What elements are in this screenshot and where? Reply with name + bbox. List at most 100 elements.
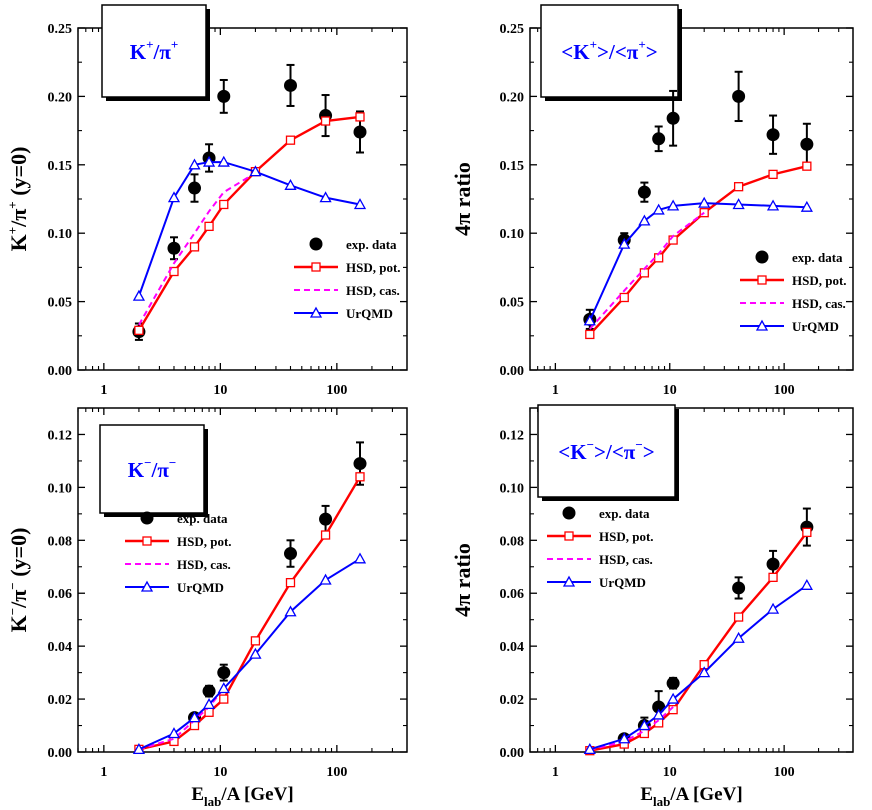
data-marker bbox=[320, 116, 331, 126]
y-axis-label-text: 4π ratio bbox=[450, 162, 475, 236]
x-tick-label: 10 bbox=[663, 765, 677, 780]
data-marker bbox=[768, 169, 778, 180]
data-marker bbox=[802, 527, 812, 538]
panel-title: K−/π− bbox=[128, 455, 177, 482]
y-tick-label: 0.25 bbox=[500, 22, 525, 37]
x-axis-label-rest: /A [GeV] bbox=[220, 784, 293, 805]
panel-title-sup: + bbox=[146, 37, 153, 52]
panel-title-main: K bbox=[128, 458, 145, 482]
panel-title-sup2: − bbox=[635, 437, 642, 452]
data-marker bbox=[355, 112, 365, 122]
data-point bbox=[766, 128, 780, 142]
data-marker bbox=[802, 161, 812, 171]
plot-frame bbox=[77, 407, 408, 753]
data-marker bbox=[202, 155, 216, 167]
series-line bbox=[138, 687, 225, 751]
data-marker bbox=[219, 694, 229, 704]
y-tick-label: 0.08 bbox=[500, 534, 525, 549]
y-tick-label: 0.12 bbox=[500, 428, 525, 443]
panel-title-main: <K bbox=[561, 40, 590, 64]
data-point bbox=[353, 457, 367, 471]
data-marker bbox=[583, 314, 596, 326]
y-axis-label-sup: + bbox=[5, 227, 20, 234]
data-marker bbox=[284, 178, 297, 190]
legend-label: UrQMD bbox=[792, 319, 839, 334]
y-tick-label: 0.10 bbox=[500, 227, 525, 242]
x-axis-label-main: E bbox=[640, 784, 653, 805]
series-exp-data bbox=[188, 441, 367, 725]
data-marker bbox=[167, 727, 181, 739]
data-point bbox=[652, 132, 666, 146]
legend-label: HSD, pot. bbox=[346, 260, 401, 275]
data-marker bbox=[249, 647, 262, 659]
x-tick-label: 100 bbox=[774, 383, 795, 398]
legend-label: HSD, pot. bbox=[599, 529, 654, 544]
data-marker bbox=[652, 203, 665, 215]
y-tick-label: 0.20 bbox=[48, 90, 73, 105]
series-hsd-pot- bbox=[585, 161, 812, 340]
legend-label: exp. data bbox=[346, 237, 397, 252]
data-marker bbox=[800, 578, 813, 590]
y-axis-label-mid: /π bbox=[6, 209, 31, 228]
data-marker bbox=[250, 636, 261, 646]
data-marker bbox=[619, 292, 629, 303]
data-marker bbox=[667, 199, 680, 211]
data-marker bbox=[698, 196, 711, 208]
x-axis-label: Elab/A [GeV] bbox=[191, 784, 293, 809]
data-marker bbox=[134, 325, 144, 335]
y-axis-label: 4π ratio bbox=[450, 162, 475, 236]
x-tick-label: 10 bbox=[213, 383, 227, 398]
y-tick-label: 0.15 bbox=[48, 159, 73, 174]
legend-label: exp. data bbox=[177, 511, 228, 526]
y-tick-label: 0.00 bbox=[500, 364, 525, 379]
data-point bbox=[188, 181, 202, 195]
data-marker bbox=[583, 743, 596, 755]
legend-label: HSD, cas. bbox=[792, 296, 846, 311]
y-tick-label: 0.20 bbox=[500, 90, 525, 105]
legend-marker bbox=[311, 262, 321, 272]
data-marker bbox=[353, 552, 367, 564]
panel-title: <K−>/<π−> bbox=[558, 437, 654, 464]
panel-title: K+/π+ bbox=[130, 37, 179, 64]
y-tick-label: 0.02 bbox=[48, 693, 73, 708]
legend-marker bbox=[757, 275, 767, 285]
panel-title-sup2: + bbox=[638, 37, 645, 52]
y-tick-label: 0.05 bbox=[48, 296, 73, 311]
data-marker bbox=[204, 221, 214, 232]
chart-panel-3: 0.00 0.02 0.04 0.06 0.08 0.10 0.12 1 10 100 K−/π− … bbox=[5, 407, 408, 809]
data-marker bbox=[638, 719, 651, 731]
series-line bbox=[589, 211, 705, 330]
data-point bbox=[637, 185, 651, 199]
x-tick-label: 100 bbox=[326, 383, 347, 398]
y-tick-label: 0.05 bbox=[500, 296, 525, 311]
legend-label: HSD, pot. bbox=[177, 534, 232, 549]
data-marker bbox=[766, 199, 780, 211]
series-urqmd bbox=[132, 552, 367, 755]
legend-label: exp. data bbox=[792, 250, 843, 265]
panel-title-sup2: + bbox=[171, 37, 178, 52]
data-marker bbox=[667, 692, 680, 704]
y-axis-label-tail: (y=0) bbox=[6, 528, 31, 583]
title-box bbox=[540, 4, 679, 98]
data-marker bbox=[285, 135, 296, 145]
legend: exp. data HSD, pot. HSD, cas. UrQMD bbox=[294, 237, 401, 321]
y-tick-label: 0.25 bbox=[48, 22, 73, 37]
legend-marker bbox=[562, 575, 576, 587]
data-point bbox=[766, 557, 780, 571]
data-point bbox=[732, 581, 746, 595]
legend: exp. data HSD, pot. HSD, cas. UrQMD bbox=[547, 506, 654, 590]
panel-title-mid: >/<π bbox=[597, 40, 639, 64]
x-tick-label: 1 bbox=[552, 383, 559, 398]
plot-frame bbox=[529, 407, 854, 753]
legend-symbol bbox=[562, 506, 576, 520]
legend-label: HSD, pot. bbox=[792, 273, 847, 288]
data-point bbox=[217, 89, 231, 103]
y-tick-label: 0.10 bbox=[48, 481, 73, 496]
data-marker bbox=[618, 237, 631, 249]
y-tick-label: 0.02 bbox=[500, 693, 525, 708]
series-line bbox=[138, 172, 256, 326]
data-point bbox=[732, 89, 746, 103]
data-marker bbox=[639, 728, 650, 739]
data-marker bbox=[319, 191, 332, 203]
